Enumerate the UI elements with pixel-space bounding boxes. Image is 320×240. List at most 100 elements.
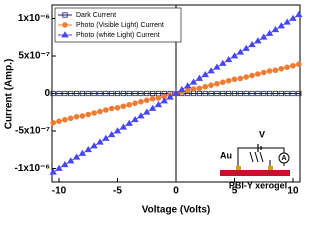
marker — [249, 72, 255, 79]
marker — [138, 90, 144, 97]
marker — [113, 127, 122, 134]
marker — [284, 90, 290, 97]
marker — [226, 90, 232, 97]
marker — [62, 22, 68, 28]
marker — [231, 76, 238, 83]
marker — [108, 105, 115, 112]
marker — [155, 95, 162, 101]
marker — [183, 82, 192, 89]
marker — [219, 59, 227, 66]
marker — [85, 90, 91, 97]
x-tick-label: 5 — [232, 186, 238, 197]
marker — [55, 164, 63, 171]
marker — [277, 22, 285, 29]
y-tick-label: -1x10⁻⁶ — [15, 163, 50, 174]
marker — [138, 98, 144, 105]
legend-label: Photo (white Light) Current — [76, 32, 160, 39]
y-tick-label: 1x10⁻⁶ — [18, 13, 50, 24]
inset-label: A — [281, 155, 286, 162]
marker — [230, 52, 239, 59]
marker — [97, 108, 103, 115]
marker — [296, 90, 302, 97]
marker — [196, 85, 203, 92]
marker — [237, 75, 244, 82]
marker — [143, 108, 151, 115]
inset-electrode — [268, 166, 273, 170]
marker — [62, 116, 68, 123]
marker — [289, 14, 297, 21]
y-axis-label: Current (Amp.) — [4, 59, 15, 130]
marker — [119, 123, 128, 130]
series — [50, 90, 302, 97]
marker — [149, 95, 156, 102]
marker — [148, 104, 157, 111]
marker — [84, 145, 92, 153]
marker — [272, 90, 279, 97]
legend-box — [54, 7, 182, 43]
inset-substrate — [220, 170, 290, 176]
marker — [271, 25, 280, 33]
marker — [248, 40, 256, 48]
marker — [114, 90, 121, 97]
marker — [103, 90, 109, 97]
marker — [72, 153, 81, 160]
marker — [278, 65, 285, 72]
marker — [178, 85, 186, 93]
marker — [190, 86, 197, 92]
marker — [120, 90, 126, 97]
marker — [50, 119, 56, 126]
marker — [132, 100, 138, 107]
marker — [278, 90, 284, 97]
marker — [295, 10, 303, 18]
marker — [201, 70, 209, 78]
marker — [50, 90, 56, 97]
marker — [261, 90, 267, 97]
marker — [143, 97, 150, 104]
inset-battery — [257, 144, 262, 152]
marker — [114, 104, 121, 111]
marker — [184, 87, 191, 94]
marker — [56, 118, 62, 125]
marker — [62, 12, 68, 18]
inset-light — [249, 151, 264, 163]
inset: V Au A PBI-Y xerogel — [220, 129, 290, 190]
marker — [102, 134, 110, 141]
marker — [214, 90, 220, 97]
marker — [242, 44, 250, 51]
marker — [78, 149, 87, 156]
inset-electrode — [236, 166, 241, 170]
marker — [166, 93, 174, 100]
marker — [255, 71, 261, 77]
marker — [214, 80, 220, 87]
marker — [61, 31, 69, 38]
marker — [103, 107, 109, 113]
marker — [73, 90, 80, 97]
marker — [150, 90, 156, 97]
inset-label: PBI-Y xerogel — [229, 180, 287, 190]
marker — [290, 90, 296, 97]
marker — [90, 142, 98, 149]
y-tick-label: 0 — [44, 88, 50, 99]
marker — [266, 68, 273, 74]
x-tick-label: -10 — [52, 186, 67, 197]
marker — [266, 90, 273, 97]
marker — [79, 90, 86, 97]
chart: Current (Amp.) Voltage (Volts) -10 -5 0 5 10… — [4, 4, 303, 216]
marker — [154, 100, 163, 108]
marker — [284, 64, 290, 71]
inset-label: V — [259, 129, 265, 139]
marker — [231, 90, 238, 97]
marker — [219, 79, 226, 86]
marker — [172, 89, 180, 96]
marker — [208, 82, 214, 89]
marker — [56, 90, 62, 97]
marker — [126, 101, 133, 108]
marker — [160, 97, 169, 104]
marker — [62, 90, 68, 97]
marker — [208, 90, 214, 97]
marker — [254, 37, 262, 44]
marker — [132, 90, 138, 97]
marker — [73, 113, 80, 120]
marker — [236, 48, 245, 55]
marker — [243, 74, 249, 80]
